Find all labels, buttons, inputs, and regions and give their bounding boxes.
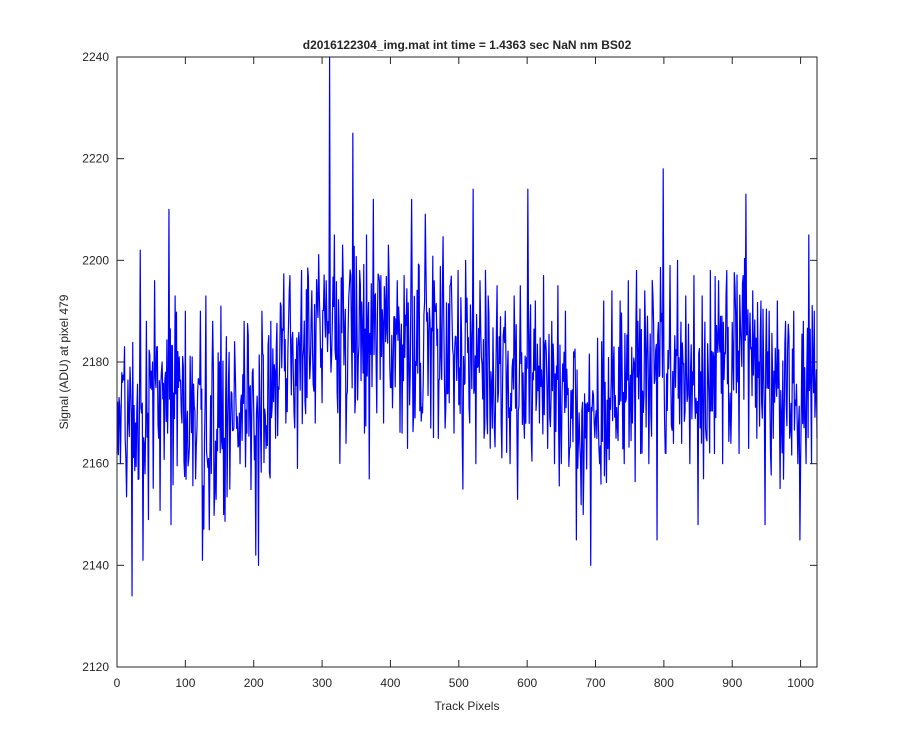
axis-ticks — [116, 56, 817, 668]
chart-title: d2016122304_img.mat int time = 1.4363 se… — [303, 38, 632, 52]
tick-labels: 0 100 200 300 400 500 600 700 800 900 1000 2120 2140… — [82, 50, 814, 690]
x-tick-label: 400 — [380, 676, 400, 690]
x-tick-label: 300 — [312, 676, 332, 690]
axes-box — [116, 56, 818, 668]
y-tick-label: 2240 — [82, 50, 109, 64]
y-tick-label: 2200 — [82, 253, 109, 267]
y-tick-label: 2180 — [82, 355, 109, 369]
x-tick-label: 600 — [517, 676, 537, 690]
x-tick-label: 500 — [449, 676, 469, 690]
x-tick-label: 900 — [722, 676, 742, 690]
x-tick-label: 700 — [586, 676, 606, 690]
plot-lines — [116, 56, 818, 597]
y-tick-label: 2140 — [82, 558, 109, 572]
x-tick-label: 200 — [244, 676, 264, 690]
y-tick-label: 2220 — [82, 152, 109, 166]
y-tick-label: 2160 — [82, 457, 109, 471]
y-axis-label: Signal (ADU) at pixel 479 — [57, 294, 71, 429]
x-axis-label: Track Pixels — [435, 699, 500, 713]
x-tick-label: 800 — [654, 676, 674, 690]
x-tick-label: 0 — [114, 676, 121, 690]
signal-line — [116, 56, 818, 597]
x-tick-label: 100 — [175, 676, 195, 690]
x-tick-label: 1000 — [787, 676, 814, 690]
y-tick-label: 2120 — [82, 660, 109, 674]
plot-area — [117, 57, 817, 667]
